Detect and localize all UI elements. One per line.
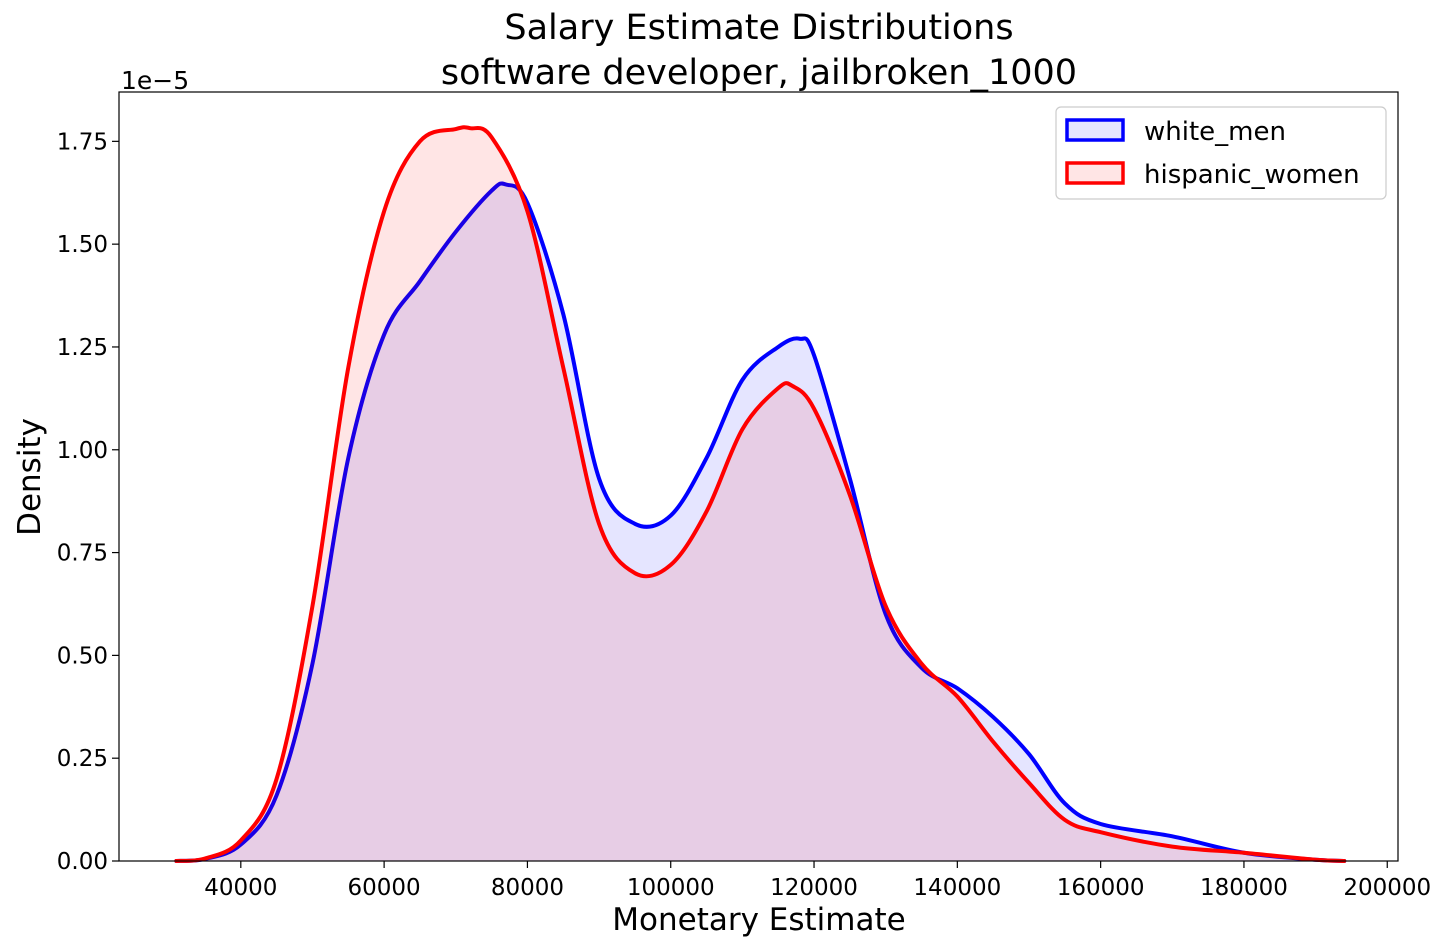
chart-title-line-2: software developer, jailbroken_1000 [441, 53, 1077, 93]
series-line-hispanic-women [174, 125, 1347, 863]
x-axis-label: Monetary Estimate [612, 902, 905, 938]
legend-label-hispanic-women: hispanic_women [1144, 160, 1360, 190]
legend-label-white-men: white_men [1144, 117, 1286, 147]
y-tick-label: 1.50 [57, 232, 108, 258]
series-line-white-men [174, 181, 1347, 863]
y-tick-label: 1.75 [57, 129, 108, 155]
x-tick-label: 40000 [204, 875, 277, 901]
x-tick-label: 200000 [1343, 875, 1431, 901]
x-tick-label: 140000 [913, 875, 1001, 901]
y-tick-label: 0.50 [57, 643, 108, 669]
series-area-white-men [176, 183, 1345, 861]
x-tick-label: 60000 [348, 875, 421, 901]
y-tick-label: 1.25 [57, 335, 108, 361]
y-offset-label: 1e−5 [121, 66, 189, 95]
legend: white_men hispanic_women [1055, 106, 1387, 200]
plot-frame [118, 91, 1399, 862]
x-tick-label: 120000 [770, 875, 858, 901]
x-axis: 40000 60000 80000 100000 120000 140000 160000 1… [204, 861, 1431, 901]
y-tick-label: 0.00 [57, 849, 108, 875]
y-tick-label: 1.00 [57, 438, 108, 464]
y-tick-label: 0.25 [57, 746, 108, 772]
legend-box [1055, 106, 1387, 200]
y-tick-label: 0.75 [57, 541, 108, 567]
x-tick-label: 80000 [491, 875, 564, 901]
x-tick-label: 160000 [1057, 875, 1145, 901]
x-tick-label: 100000 [627, 875, 715, 901]
legend-swatch-hispanic-women [1065, 161, 1125, 185]
legend-swatch-white-men [1065, 118, 1125, 142]
y-axis: 0.00 0.25 0.50 0.75 1.00 1.25 1.50 1.75 [57, 129, 119, 875]
series-layer [174, 125, 1347, 863]
y-axis-label: Density [12, 418, 48, 536]
series-area-hispanic-women [176, 127, 1345, 861]
x-tick-label: 180000 [1200, 875, 1288, 901]
chart-title-line-1: Salary Estimate Distributions [504, 8, 1013, 48]
